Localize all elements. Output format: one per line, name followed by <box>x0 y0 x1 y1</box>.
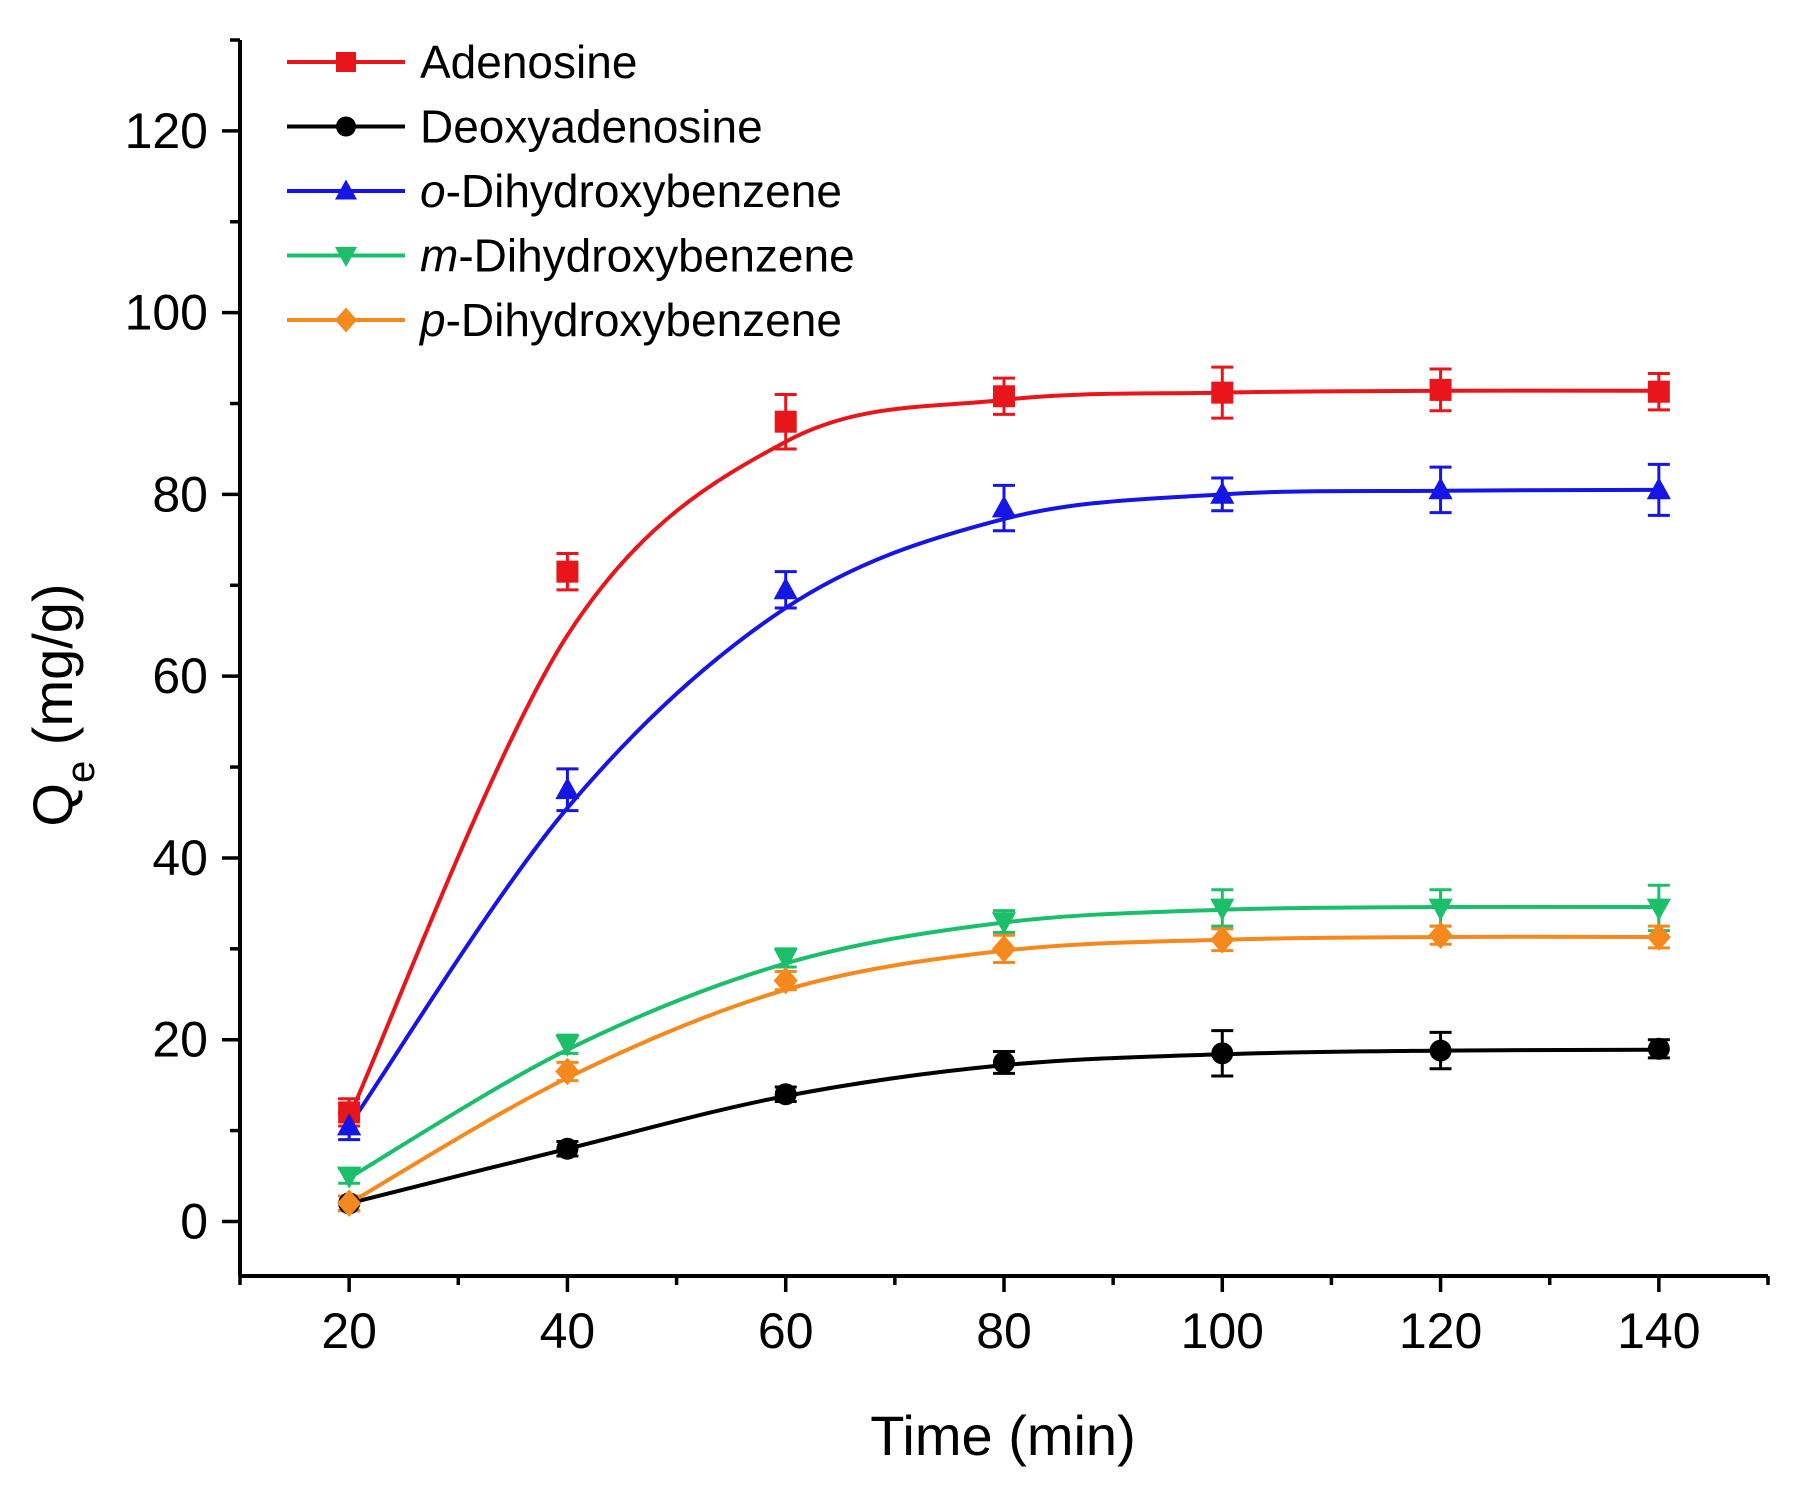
legend-label-italic: o <box>420 165 446 217</box>
data-point-deoxyadenosine <box>774 1083 797 1106</box>
legend-item-deoxyadenosine: Deoxyadenosine <box>287 101 763 153</box>
data-point-deoxyadenosine <box>1211 1042 1234 1065</box>
legend: AdenosineDeoxyadenosineo-Dihydroxybenzen… <box>287 36 855 346</box>
data-point-o-dihydroxybenzene <box>555 777 580 800</box>
data-point-p-dihydroxybenzene <box>555 1057 580 1086</box>
data-point-adenosine <box>774 410 797 433</box>
legend-label-rest: Deoxyadenosine <box>420 101 763 153</box>
legend-label: Adenosine <box>420 36 637 88</box>
data-point-adenosine <box>556 560 579 583</box>
legend-label-rest: -Dihydroxybenzene <box>446 165 842 217</box>
data-point-o-dihydroxybenzene <box>1646 477 1671 500</box>
data-point-adenosine <box>1647 380 1670 403</box>
y-tick-label: 40 <box>152 830 208 886</box>
data-point-adenosine <box>1429 378 1452 401</box>
data-point-deoxyadenosine <box>1647 1037 1670 1060</box>
legend-marker-o-dihydroxybenzene <box>335 179 357 200</box>
x-axis-ticks: 20 40 60 80 100 120 140 <box>238 1276 1770 1359</box>
legend-label: m-Dihydroxybenzene <box>420 230 855 282</box>
legend-label: p-Dihydroxybenzene <box>418 294 842 346</box>
x-tick-label: 140 <box>1617 1303 1700 1359</box>
y-axis-title-unit: (mg/g) <box>21 583 84 760</box>
y-tick-label: 0 <box>180 1193 208 1249</box>
legend-label: Deoxyadenosine <box>420 101 763 153</box>
data-point-m-dihydroxybenzene <box>1428 898 1453 921</box>
x-tick-label: 40 <box>540 1303 596 1359</box>
legend-label-rest: -Dihydroxybenzene <box>446 294 842 346</box>
x-tick-label: 100 <box>1181 1303 1264 1359</box>
y-axis-ticks: 0 20 40 60 80 100 120 <box>125 38 240 1249</box>
data-point-p-dihydroxybenzene <box>1210 925 1235 954</box>
y-tick-label: 120 <box>125 103 208 159</box>
y-tick-label: 100 <box>125 285 208 341</box>
data-point-deoxyadenosine <box>993 1051 1015 1074</box>
legend-marker-m-dihydroxybenzene <box>335 247 357 267</box>
data-point-m-dihydroxybenzene <box>773 948 798 971</box>
legend-item-p-dihydroxybenzene: p-Dihydroxybenzene <box>287 294 842 346</box>
data-point-o-dihydroxybenzene <box>991 495 1017 518</box>
data-point-p-dihydroxybenzene <box>773 966 798 995</box>
data-point-deoxyadenosine <box>1429 1039 1452 1062</box>
legend-label-rest: -Dihydroxybenzene <box>458 230 854 282</box>
x-tick-label: 60 <box>758 1303 814 1359</box>
y-axis-title-subscript: e <box>59 761 103 783</box>
data-point-p-dihydroxybenzene <box>1646 923 1671 951</box>
legend-marker-adenosine <box>336 52 356 72</box>
data-point-m-dihydroxybenzene <box>555 1034 580 1057</box>
y-tick-label: 80 <box>152 466 208 522</box>
x-axis-title: Time (min) <box>870 1404 1135 1467</box>
legend-label-rest: Adenosine <box>420 36 637 88</box>
data-point-deoxyadenosine <box>556 1137 579 1160</box>
data-point-adenosine <box>1211 381 1234 404</box>
data-point-p-dihydroxybenzene <box>337 1189 362 1218</box>
y-tick-label: 60 <box>152 648 208 704</box>
y-axis-title: Qe (mg/g) <box>21 583 103 826</box>
y-axis-title-main: Q <box>21 783 84 827</box>
fit-curve-adenosine <box>347 388 1659 1118</box>
legend-label-italic: p <box>418 294 446 346</box>
data-point-adenosine <box>338 1101 361 1124</box>
legend-item-m-dihydroxybenzene: m-Dihydroxybenzene <box>287 230 855 282</box>
data-markers <box>337 378 1671 1218</box>
legend-marker-p-dihydroxybenzene <box>335 307 357 333</box>
x-tick-label: 80 <box>976 1303 1032 1359</box>
legend-item-o-dihydroxybenzene: o-Dihydroxybenzene <box>287 165 842 217</box>
data-point-o-dihydroxybenzene <box>337 1113 362 1136</box>
data-point-p-dihydroxybenzene <box>991 935 1017 963</box>
x-tick-label: 20 <box>321 1303 377 1359</box>
data-point-o-dihydroxybenzene <box>773 577 798 600</box>
data-point-m-dihydroxybenzene <box>1210 898 1235 921</box>
data-point-o-dihydroxybenzene <box>1210 481 1235 504</box>
data-point-p-dihydroxybenzene <box>1428 921 1453 949</box>
data-point-m-dihydroxybenzene <box>1646 898 1671 921</box>
legend-item-adenosine: Adenosine <box>287 36 637 88</box>
legend-marker-deoxyadenosine <box>336 116 356 137</box>
x-tick-label: 120 <box>1399 1303 1482 1359</box>
data-point-m-dihydroxybenzene <box>991 912 1017 935</box>
legend-label: o-Dihydroxybenzene <box>420 165 842 217</box>
data-point-adenosine <box>993 385 1015 408</box>
y-tick-label: 20 <box>152 1012 208 1068</box>
data-point-m-dihydroxybenzene <box>337 1166 362 1189</box>
legend-label-italic: m <box>420 230 458 282</box>
data-point-o-dihydroxybenzene <box>1428 477 1453 500</box>
